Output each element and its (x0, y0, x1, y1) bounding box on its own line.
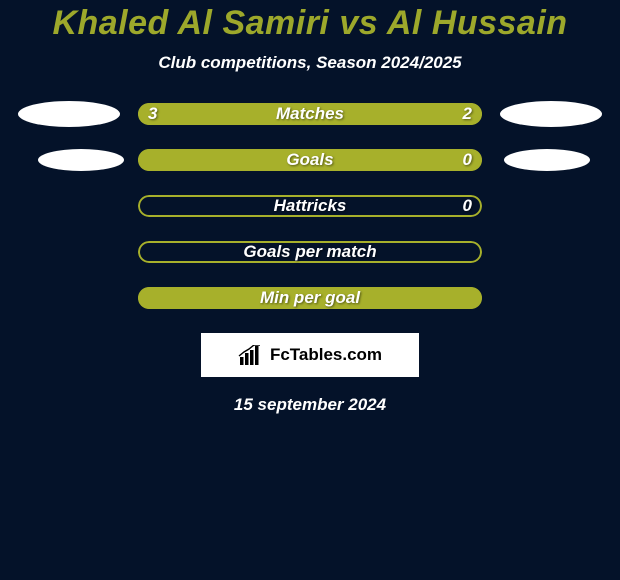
date-text: 15 september 2024 (0, 395, 620, 415)
subtitle: Club competitions, Season 2024/2025 (0, 53, 620, 73)
stat-row: Min per goal (10, 287, 610, 309)
stat-value-right: 2 (463, 104, 472, 124)
logo-text: FcTables.com (270, 345, 382, 365)
stat-label: Min per goal (260, 288, 360, 308)
stat-value-right: 0 (463, 150, 472, 170)
stat-row: Goals 0 (10, 149, 610, 171)
comparison-infographic: Khaled Al Samiri vs Al Hussain Club comp… (0, 0, 620, 580)
stat-bar: Matches 3 2 (138, 103, 482, 125)
bar-chart-icon (238, 345, 264, 365)
stat-label: Hattricks (274, 196, 347, 216)
stat-label: Matches (276, 104, 344, 124)
stat-bar: Hattricks 0 (138, 195, 482, 217)
team-marker-right (500, 101, 602, 127)
stat-row: Hattricks 0 (10, 195, 610, 217)
team-marker-right (504, 149, 590, 171)
team-marker-left (18, 101, 120, 127)
page-title: Khaled Al Samiri vs Al Hussain (0, 4, 620, 43)
stat-label: Goals (286, 150, 333, 170)
stat-value-right: 0 (463, 196, 472, 216)
bar-fill-right (344, 103, 482, 125)
stat-bar: Goals 0 (138, 149, 482, 171)
stat-row: Goals per match (10, 241, 610, 263)
stat-row: Matches 3 2 (10, 103, 610, 125)
stat-rows: Matches 3 2 Goals 0 Hattricks 0 Goals per match… (0, 103, 620, 309)
team-marker-left (38, 149, 124, 171)
stat-value-left: 3 (148, 104, 157, 124)
stat-bar: Min per goal (138, 287, 482, 309)
logo-box: FcTables.com (201, 333, 419, 377)
stat-label: Goals per match (243, 242, 376, 262)
stat-bar: Goals per match (138, 241, 482, 263)
